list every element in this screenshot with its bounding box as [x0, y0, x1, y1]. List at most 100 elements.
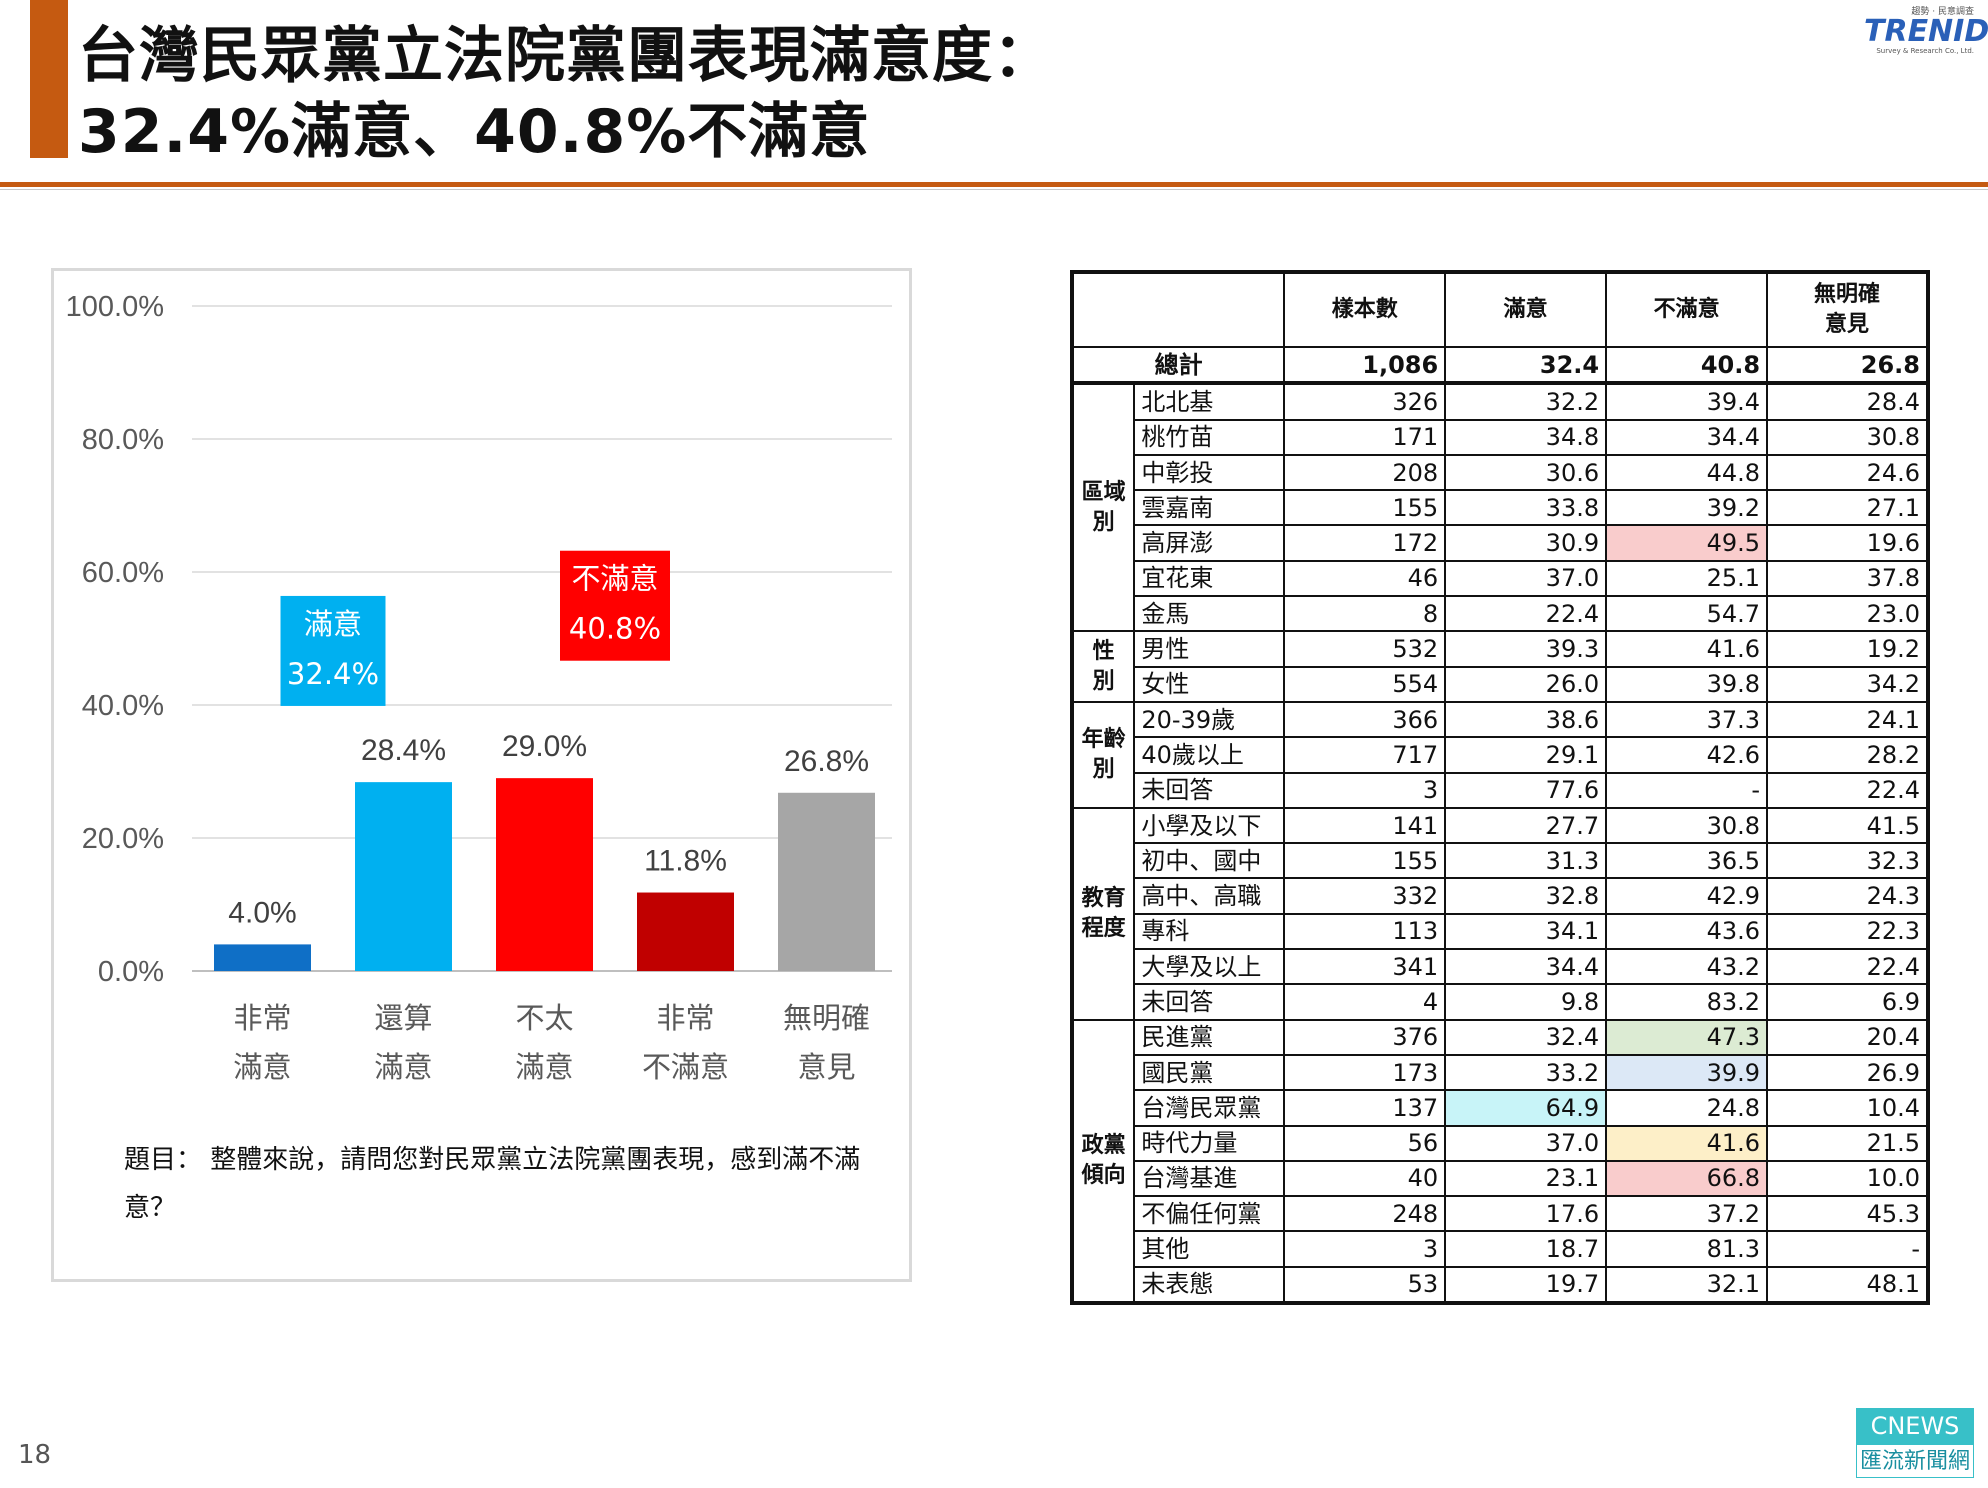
annotation-label: 滿意: [304, 607, 362, 641]
table-header-cell: 無明確 意見: [1766, 271, 1929, 348]
bar-value-label: 29.0%: [502, 730, 587, 763]
x-category-label: 滿意: [515, 1050, 573, 1084]
table-cell: 155: [1283, 489, 1447, 527]
x-category-label: 非常: [656, 1001, 714, 1035]
table-cell: 19.2: [1766, 630, 1929, 668]
table-row: 專科 113 34.1 43.6 22.3: [1072, 912, 1929, 951]
table-cell: 27.7: [1444, 806, 1608, 845]
table-cell: 17.6: [1444, 1195, 1608, 1233]
table-cell: 31.3: [1444, 842, 1608, 880]
row-label: 專科: [1133, 912, 1286, 951]
table-cell: 8: [1283, 595, 1447, 633]
table-row: 高屏澎 172 30.9 49.5 19.6: [1072, 524, 1929, 562]
table-cell: 34.4: [1605, 418, 1769, 456]
table-cell: 41.5: [1766, 806, 1929, 845]
table-row: 其他 3 18.7 81.3-: [1072, 1230, 1929, 1268]
x-category-label: 無明確: [783, 1001, 870, 1035]
table-cell: 155: [1283, 842, 1447, 880]
table-cell: 22.4: [1444, 595, 1608, 633]
table-row: 高中、高職 332 32.8 42.9 24.3: [1072, 877, 1929, 915]
table-cell: 28.4: [1766, 382, 1929, 421]
title-accent-bar: [30, 0, 68, 158]
x-category-label: 不滿意: [642, 1050, 729, 1084]
row-label: 國民黨: [1133, 1053, 1286, 1092]
row-label: 宜花東: [1133, 559, 1286, 598]
table-row: 大學及以上 341 34.4 43.2 22.4: [1072, 948, 1929, 986]
bar-value-label: 4.0%: [228, 896, 296, 929]
table-cell: 26.8: [1766, 345, 1929, 386]
group-label-line: 性: [1092, 638, 1115, 664]
table-row: 區域別北北基 326 32.2 39.4 28.4: [1070, 382, 1929, 633]
table-row: 未表態 53 19.7 32.1 48.1: [1072, 1265, 1929, 1305]
table-cell: 39.2: [1605, 489, 1769, 527]
bar: [778, 792, 875, 971]
table-row: 未回答 4 9.8 83.2 6.9: [1072, 983, 1929, 1021]
table-cell: 43.6: [1605, 912, 1769, 951]
title-rule-thin: [0, 189, 1988, 190]
table-header-cell: 樣本數: [1283, 271, 1447, 348]
bar-value-label: 11.8%: [644, 845, 727, 878]
annotation-box: [280, 595, 386, 706]
chart-panel: 0.0% 20.0% 40.0% 60.0% 80.0% 100.0% 4.0% 非常 滿意 28…: [51, 268, 912, 1282]
table-cell: 23.1: [1444, 1159, 1608, 1198]
table-cell: 30.8: [1766, 418, 1929, 456]
table-header-cell: 滿意: [1444, 271, 1608, 348]
title-rule: [0, 182, 1988, 187]
table-cell: 36.5: [1605, 842, 1769, 880]
row-label: 時代力量: [1133, 1124, 1286, 1162]
table-row: 宜花東 46 37.0 25.1 37.8: [1072, 559, 1929, 598]
y-tick-label: 80.0%: [82, 424, 164, 456]
table-cell: 32.3: [1766, 842, 1929, 880]
table-cell: 3: [1283, 771, 1447, 809]
table-cell: 34.4: [1444, 948, 1608, 986]
group-label-line: 政黨: [1081, 1132, 1126, 1158]
table-cell: 21.5: [1766, 1124, 1929, 1162]
table-cell: 137: [1283, 1089, 1447, 1127]
header-line: 意見: [1825, 312, 1870, 337]
bar-value-label: 28.4%: [361, 734, 446, 767]
table-row: 台灣基進 40 23.1 66.8 10.0: [1072, 1159, 1929, 1198]
row-group-label: 政黨 傾向: [1070, 1018, 1136, 1305]
table-cell: 4: [1283, 983, 1447, 1021]
table-row: 台灣民眾黨 137 64.9 24.8 10.4: [1072, 1089, 1929, 1127]
row-label: 台灣基進: [1133, 1159, 1286, 1198]
table-cell: 25.1: [1605, 559, 1769, 598]
table-cell: 26.0: [1444, 665, 1608, 703]
table-cell: 32.8: [1444, 877, 1608, 915]
table-cell: 532: [1283, 630, 1447, 668]
table-cell: 42.9: [1605, 877, 1769, 915]
logo-top-text: 趨勢 · 民意調查: [1911, 7, 1974, 17]
table-cell: 77.6: [1444, 771, 1608, 809]
cnews-watermark: CNEWS 匯流新聞網: [1856, 1408, 1974, 1480]
table-cell: 9.8: [1444, 983, 1608, 1021]
total-label: 總計: [1070, 345, 1286, 386]
row-label: 桃竹苗: [1133, 418, 1286, 456]
table-row: 40歲以上 717 29.1 42.6 28.2: [1072, 736, 1929, 774]
x-category-label: 非常: [233, 1001, 291, 1035]
table-cell: 34.2: [1766, 665, 1929, 703]
table-cell: 248: [1283, 1195, 1447, 1233]
table-cell: -: [1605, 771, 1769, 809]
table-cell: 141: [1283, 806, 1447, 845]
crosstab-panel: 樣本數 滿意 不滿意 無明確 意見 總計 1,086 32.4 40.8 26.8 區域別北北基 3…: [1070, 270, 1930, 1306]
table-cell: 30.6: [1444, 453, 1608, 492]
x-category-label: 還算: [374, 1001, 432, 1035]
table-cell: 39.4: [1605, 382, 1769, 421]
table-cell: 20.4: [1766, 1018, 1929, 1056]
bar: [496, 778, 593, 971]
group-label-line: 年齡: [1081, 726, 1126, 752]
row-label: 小學及以下: [1133, 806, 1286, 845]
bar-chart: 0.0%20.0%40.0%60.0%80.0%100.0%4.0%非常滿意28…: [66, 291, 892, 1084]
logo-sub-text: Survey & Research Co., Ltd.: [1876, 47, 1974, 55]
row-label: 北北基: [1133, 382, 1286, 421]
annotation-label: 32.4%: [287, 657, 379, 691]
table-row: 中彰投 208 30.6 44.8 24.6: [1072, 453, 1929, 492]
table-cell: 341: [1283, 948, 1447, 986]
table-cell: 172: [1283, 524, 1447, 562]
table-cell: 40: [1283, 1159, 1447, 1198]
x-category-label: 滿意: [374, 1050, 432, 1084]
table-cell: 41.6: [1605, 630, 1769, 668]
table-row: 政黨 傾向 民進黨 376 32.4 47.3 20.4: [1070, 1018, 1929, 1305]
question-text: 題目： 整體來說，請問您對民眾黨立法院黨團表現，感到滿不滿意？: [124, 1145, 861, 1223]
table-cell: 34.8: [1444, 418, 1608, 456]
